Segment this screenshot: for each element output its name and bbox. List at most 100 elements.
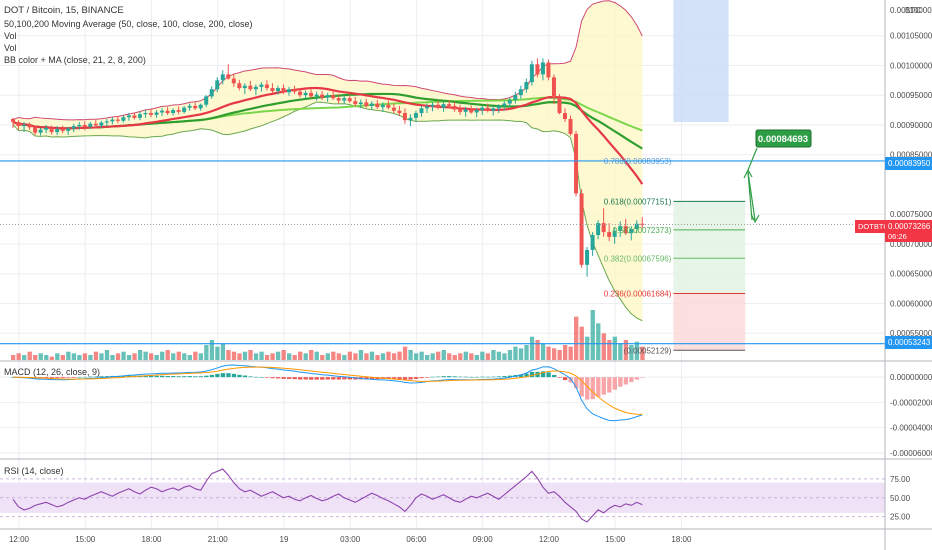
candle-body	[353, 101, 358, 105]
macd-histogram-bar	[171, 376, 176, 378]
volume-bar	[259, 351, 264, 360]
candle-body	[380, 104, 385, 108]
candle-body	[99, 122, 104, 126]
fib-label: 0.236(0.00061684)	[604, 289, 672, 298]
macd-histogram-bar	[104, 376, 110, 378]
macd-histogram-bar	[193, 376, 198, 378]
time-tick-label: 06:00	[406, 535, 427, 544]
volume-bar	[612, 336, 617, 360]
candle-body	[524, 82, 529, 90]
rsi-line	[12, 468, 643, 523]
price-tag-level-2: 0.00053243	[885, 336, 932, 349]
macd-histogram-bar	[402, 377, 408, 380]
candle-body	[574, 133, 579, 194]
macd-histogram-bar	[88, 376, 93, 378]
volume-bars	[11, 310, 645, 360]
candle-body	[93, 123, 98, 126]
candle-body	[253, 86, 258, 90]
rsi-label[interactable]: RSI (14, close)	[4, 466, 64, 476]
macd-histogram-bar	[215, 373, 220, 378]
candle-body	[618, 226, 623, 231]
price-tick-label: 0.00065000	[890, 270, 932, 279]
macd-histogram-bar	[585, 377, 590, 400]
macd-histogram-bar	[60, 377, 65, 378]
candle-body	[22, 124, 27, 127]
fib-zone-red	[673, 293, 746, 351]
indicator-bb[interactable]: BB color + MA (close, 21, 2, 8, 200)	[4, 55, 146, 65]
svg-text:DOTBTC: DOTBTC	[858, 222, 889, 231]
candle-body	[115, 119, 120, 121]
volume-bar	[242, 351, 248, 360]
macd-histogram-bar	[430, 376, 435, 378]
volume-bar	[336, 353, 341, 360]
indicator-ma[interactable]: 50,100,200 Moving Average (50, close, 10…	[4, 19, 253, 29]
horizontal-lines[interactable]	[0, 160, 885, 345]
price-tick-label: 0.00090000	[890, 121, 932, 130]
macd-histogram-bar	[425, 377, 430, 378]
volume-bar	[563, 345, 568, 360]
volume-bar	[303, 353, 308, 360]
volume-bar	[33, 355, 38, 360]
time-tick-label: 18:00	[671, 535, 692, 544]
price-tick-label: 0.00105000	[890, 32, 932, 41]
range-shading	[673, 0, 746, 351]
volume-bar	[557, 350, 562, 360]
price-tick-label: 0.00055000	[890, 329, 932, 338]
candle-body	[204, 96, 209, 105]
svg-text:0.00073266: 0.00073266	[888, 222, 931, 231]
volume-bar	[287, 353, 292, 360]
macd-label[interactable]: MACD (12, 26, close, 9)	[4, 367, 100, 377]
volume-bar	[463, 351, 468, 360]
macd-histogram-bar	[143, 375, 148, 378]
macd-histogram-bar	[314, 377, 319, 380]
macd-histogram-bar	[452, 376, 457, 378]
indicator-vol-1[interactable]: Vol	[4, 31, 17, 41]
volume-bar	[309, 350, 314, 360]
macd-histogram-bar	[182, 376, 187, 378]
candle-body	[474, 110, 479, 113]
macd-histogram-bar	[507, 375, 513, 378]
volume-bar	[397, 351, 402, 360]
macd-histogram-bar	[618, 377, 623, 387]
volume-bar	[480, 351, 485, 360]
macd-histogram-bar	[413, 377, 419, 379]
volume-bar	[154, 355, 159, 360]
price-tick-label: 0.00060000	[890, 299, 932, 308]
target-callout[interactable]: 0.00084693	[755, 129, 812, 148]
volume-bar	[220, 343, 226, 360]
time-tick-label: 15:00	[605, 535, 626, 544]
candle-body	[612, 230, 617, 237]
candle-body	[292, 89, 297, 92]
candle-body	[402, 113, 407, 121]
candle-body	[193, 105, 198, 109]
time-tick-label: 19	[280, 535, 289, 544]
macd-histogram-bar	[529, 371, 535, 378]
volume-bar	[342, 355, 347, 360]
candle-body	[563, 113, 567, 120]
volume-bar	[518, 348, 524, 360]
macd-histogram-bar	[231, 373, 237, 378]
macd-histogram-bar	[590, 377, 595, 400]
macd-histogram-bar	[160, 375, 165, 378]
volume-bar	[436, 351, 441, 360]
candle-body	[198, 104, 203, 109]
fib-zone-green	[673, 201, 746, 294]
macd-histogram-bar	[485, 376, 491, 378]
volume-bar	[380, 353, 386, 360]
macd-histogram-bar	[55, 377, 60, 379]
macd-tick-label: 0.00000000	[890, 373, 932, 382]
volume-bar	[171, 353, 176, 360]
volume-bar	[115, 353, 121, 360]
volume-bar	[16, 353, 21, 360]
candle-body	[585, 249, 590, 265]
macd-histogram-bar	[436, 376, 441, 378]
rsi-tick-label: 75.00	[890, 475, 911, 484]
candle-body	[11, 119, 15, 122]
volume-bar	[38, 353, 43, 360]
macd-histogram-bar	[93, 376, 99, 378]
volume-bar	[187, 355, 192, 360]
indicator-vol-2[interactable]: Vol	[4, 43, 17, 53]
candle-body	[513, 95, 518, 100]
volume-bar	[375, 355, 380, 360]
